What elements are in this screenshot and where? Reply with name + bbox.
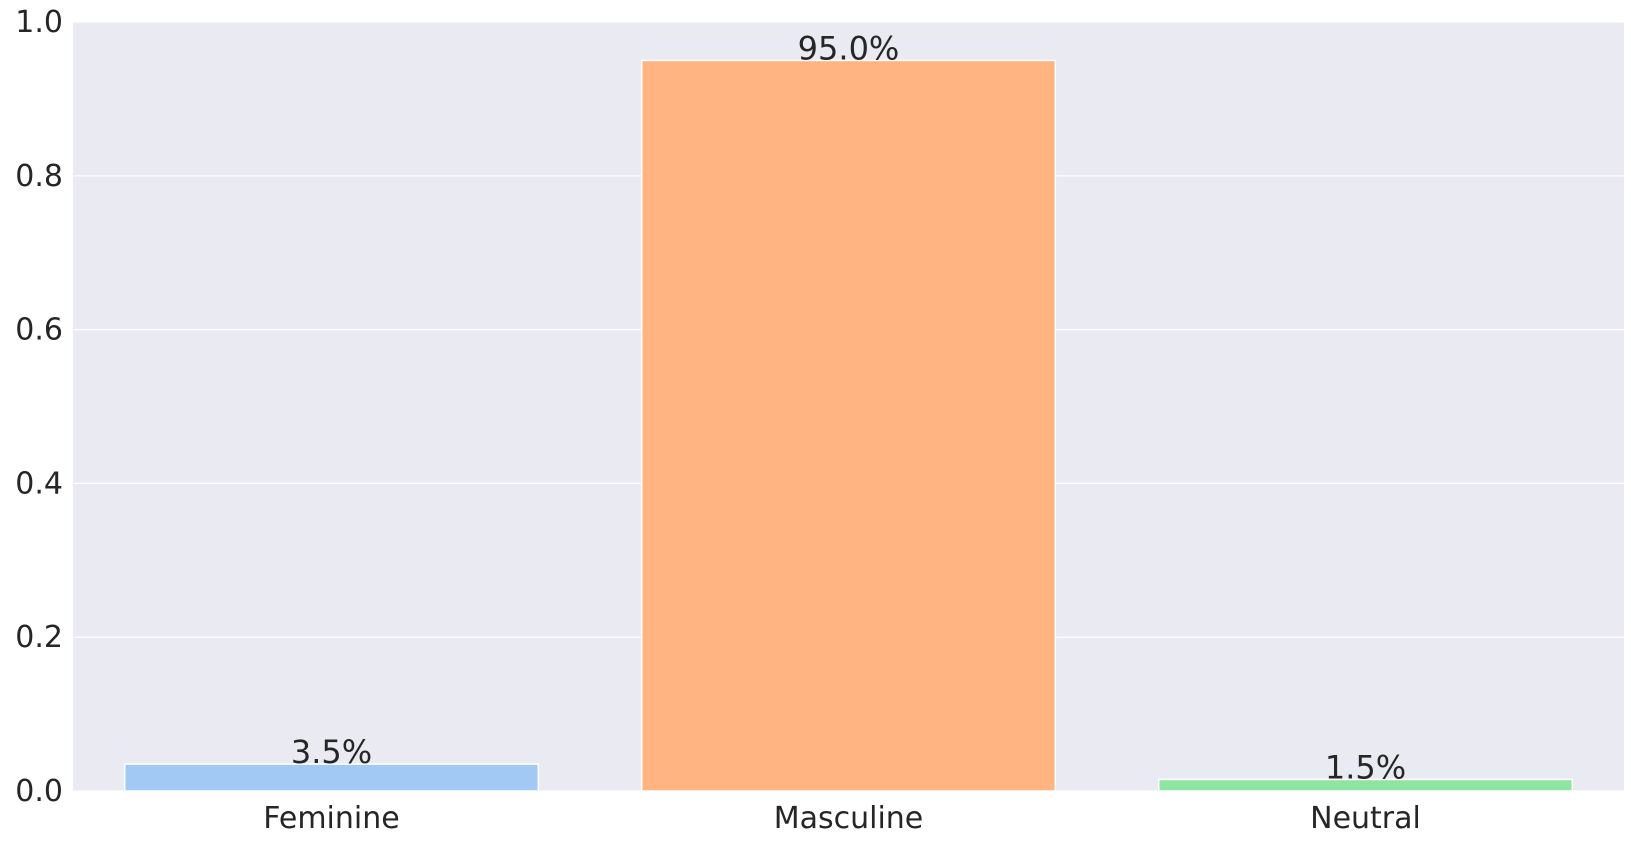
bar xyxy=(640,59,1057,792)
x-tick-label: Neutral xyxy=(1310,801,1421,836)
y-tick-label: 0.6 xyxy=(15,313,63,348)
bar xyxy=(1157,778,1574,792)
bar xyxy=(123,763,540,792)
y-tick-label: 1.0 xyxy=(15,5,63,40)
y-tick-label: 0.2 xyxy=(15,620,63,655)
y-tick-label: 0.0 xyxy=(15,774,63,809)
data-labels: 3.5% 95.0% 1.5% xyxy=(291,29,1406,786)
y-tick-label: 0.8 xyxy=(15,159,63,194)
x-tick-label: Feminine xyxy=(263,801,399,836)
bars xyxy=(123,59,1574,792)
x-tick-label: Masculine xyxy=(774,801,924,836)
y-axis-ticks: 0.0 0.2 0.4 0.6 0.8 1.0 xyxy=(15,5,63,809)
y-tick-label: 0.4 xyxy=(15,466,63,501)
bar-value-label: 1.5% xyxy=(1325,748,1406,786)
bar-value-label: 3.5% xyxy=(291,733,372,771)
bar-value-label: 95.0% xyxy=(798,29,900,67)
x-axis-ticks: Feminine Masculine Neutral xyxy=(263,801,1421,836)
